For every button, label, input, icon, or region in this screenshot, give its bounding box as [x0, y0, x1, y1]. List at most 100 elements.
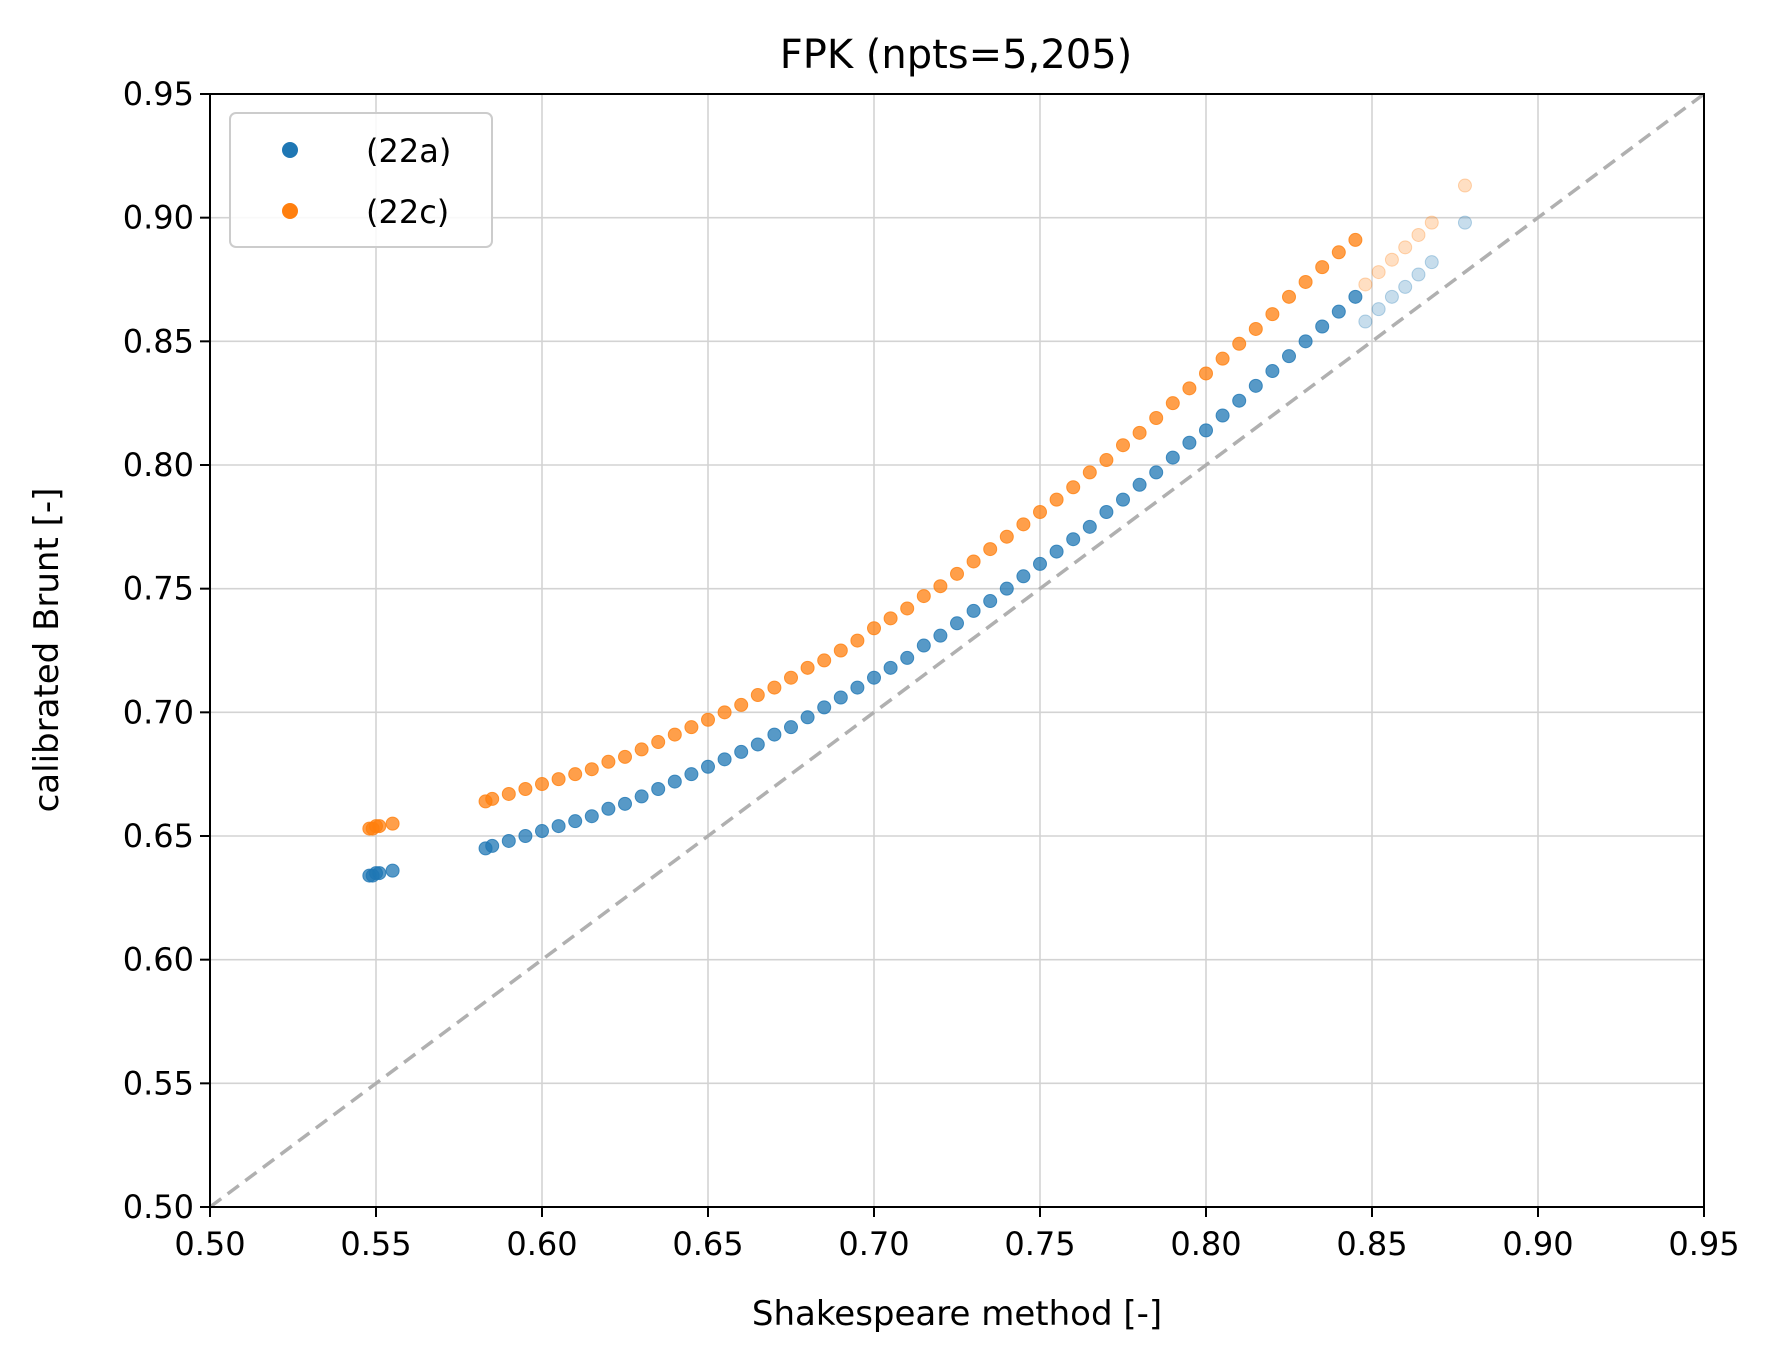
x-tick-label: 0.90	[1502, 1225, 1573, 1263]
x-tick-label: 0.50	[174, 1225, 245, 1263]
data-point	[784, 720, 798, 735]
data-point	[933, 628, 948, 643]
data-point	[734, 697, 749, 712]
data-point	[1165, 450, 1180, 465]
y-tick-label: 0.70	[123, 693, 194, 731]
data-point	[1371, 302, 1386, 317]
data-point	[983, 542, 998, 557]
data-point	[1165, 396, 1180, 411]
data-point	[535, 777, 549, 792]
x-tick-label: 0.95	[1668, 1225, 1739, 1263]
y-tick-label: 0.60	[123, 941, 194, 979]
data-point	[618, 749, 632, 764]
x-tick-label: 0.65	[672, 1225, 743, 1263]
data-point	[667, 727, 682, 742]
data-point	[1348, 232, 1363, 247]
legend-label-22a: (22a)	[366, 132, 451, 170]
data-point	[950, 616, 964, 631]
data-point	[1348, 289, 1363, 304]
legend-marker-22c	[282, 203, 298, 219]
data-point	[1132, 477, 1147, 492]
data-point	[1248, 378, 1263, 393]
data-point	[1199, 423, 1213, 438]
data-point	[1215, 351, 1230, 366]
data-point	[999, 581, 1014, 596]
series-22a	[362, 215, 1472, 883]
data-point	[883, 660, 898, 675]
data-point	[1049, 544, 1064, 559]
y-axis-label: calibrated Brunt [-]	[27, 488, 67, 813]
data-point	[485, 791, 500, 806]
legend: (22a) (22c)	[229, 112, 493, 248]
data-point	[568, 814, 583, 829]
x-tick-label: 0.55	[340, 1225, 411, 1263]
data-point	[999, 529, 1014, 544]
data-point	[535, 824, 549, 839]
data-point	[1282, 349, 1296, 364]
data-point	[867, 670, 881, 685]
y-tick-label: 0.85	[123, 322, 194, 360]
data-point	[634, 789, 649, 804]
data-point	[734, 744, 749, 759]
legend-marker-22a	[282, 142, 298, 158]
data-point	[1033, 504, 1047, 519]
data-point	[584, 762, 599, 777]
data-point	[750, 737, 765, 752]
data-point	[1099, 453, 1114, 468]
data-point	[833, 690, 848, 705]
y-tick-label: 0.65	[123, 817, 194, 855]
data-point	[1424, 215, 1439, 230]
data-point	[501, 833, 516, 848]
data-point	[817, 653, 832, 668]
data-point	[784, 670, 798, 685]
data-point	[916, 589, 931, 604]
data-point	[485, 838, 500, 853]
data-point	[1033, 556, 1047, 571]
data-point	[1066, 480, 1081, 495]
data-point	[701, 712, 715, 727]
data-point	[916, 638, 931, 653]
data-point	[1358, 277, 1373, 292]
data-point	[601, 801, 616, 816]
data-point	[601, 754, 616, 769]
data-point	[1411, 227, 1426, 242]
data-point	[883, 611, 898, 626]
chart-title: FPK (npts=5,205)	[780, 32, 1133, 78]
data-point	[1016, 569, 1031, 584]
data-point	[1298, 274, 1313, 289]
data-point	[1049, 492, 1064, 507]
data-point	[983, 594, 998, 609]
data-point	[1016, 517, 1031, 532]
x-tick-label: 0.60	[506, 1225, 577, 1263]
data-point	[372, 819, 387, 834]
data-point	[1182, 435, 1197, 450]
y-tick-label: 0.55	[123, 1064, 194, 1102]
data-point	[750, 688, 765, 703]
data-point	[1232, 336, 1247, 351]
data-point	[667, 774, 682, 789]
data-point	[501, 786, 516, 801]
data-point	[800, 710, 815, 725]
data-point	[1457, 215, 1472, 230]
data-point	[767, 680, 782, 695]
legend-box	[229, 112, 493, 248]
data-point	[1298, 334, 1313, 349]
data-point	[850, 633, 865, 648]
data-point	[1215, 408, 1230, 423]
data-point	[1149, 465, 1164, 480]
data-point	[518, 829, 533, 843]
y-tick-label: 0.75	[123, 570, 194, 608]
x-tick-label: 0.75	[1004, 1225, 1075, 1263]
data-point	[833, 643, 848, 658]
data-point	[551, 772, 566, 787]
legend-label-22c: (22c)	[366, 193, 449, 231]
data-point	[900, 601, 915, 616]
y-tick-label: 0.95	[123, 75, 194, 113]
data-point	[1248, 321, 1263, 336]
data-point	[1149, 411, 1164, 426]
data-point	[1331, 304, 1346, 319]
data-point	[850, 680, 865, 695]
data-point	[1265, 307, 1280, 322]
data-point	[933, 579, 948, 594]
data-point	[684, 720, 699, 735]
